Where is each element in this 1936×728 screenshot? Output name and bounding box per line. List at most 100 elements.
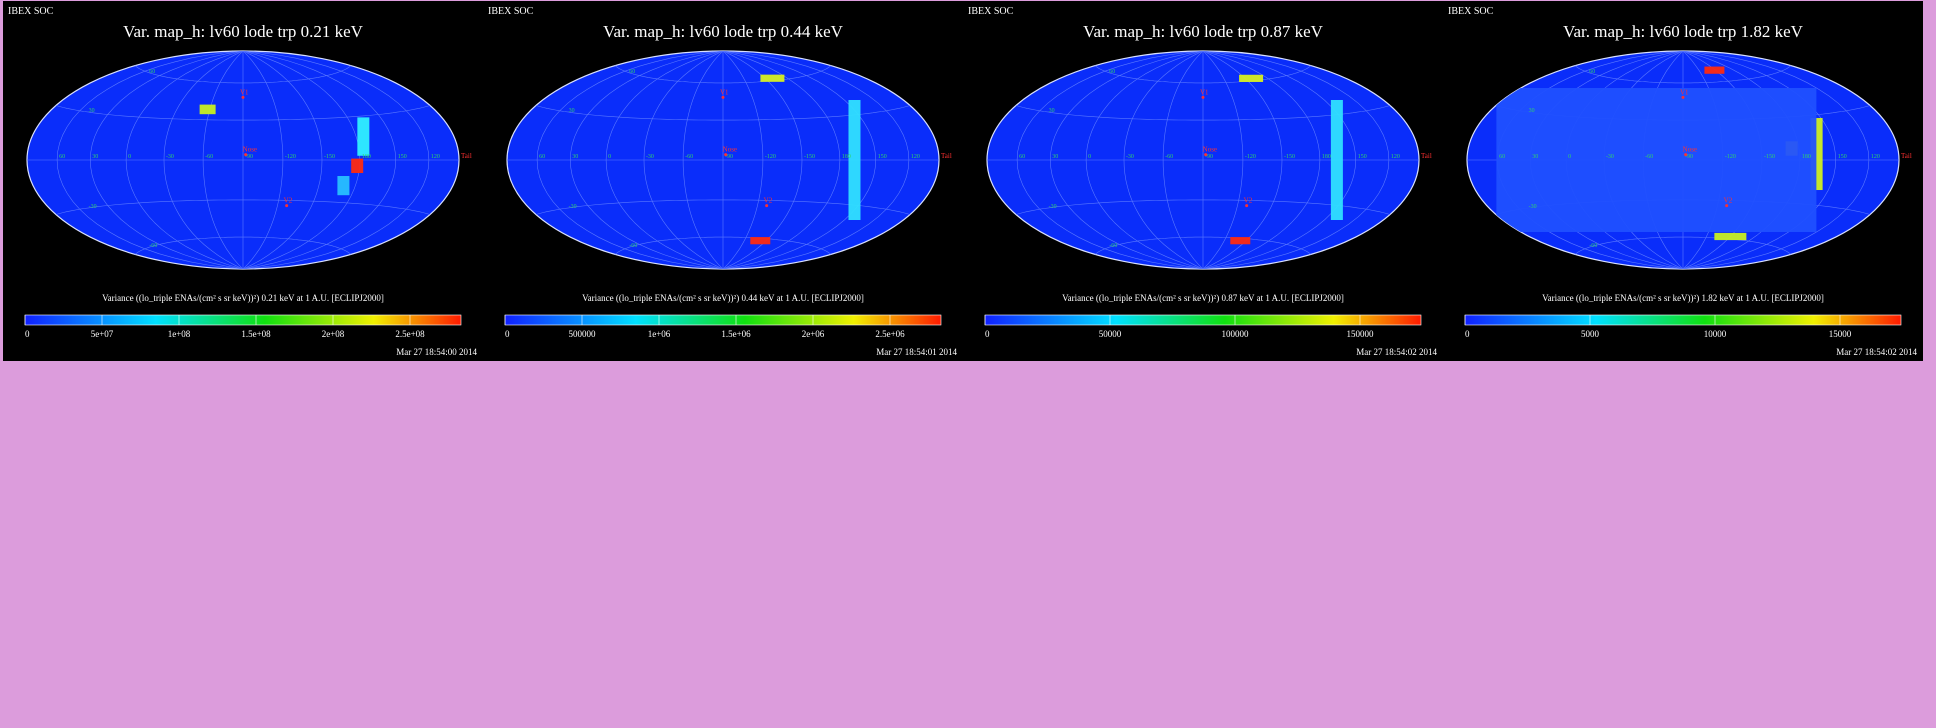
v1-marker <box>241 95 245 99</box>
colorbar-title: Variance ((lo_triple ENAs/(cm² s sr keV)… <box>102 293 384 303</box>
latitude-label: -60 <box>1589 243 1597 249</box>
longitude-label: -120 <box>1245 154 1256 160</box>
longitude-label: -30 <box>1126 154 1134 160</box>
longitude-label: 150 <box>878 154 887 160</box>
longitude-label: 120 <box>1871 154 1880 160</box>
ibex-soc-tag: IBEX SOC <box>968 6 1014 17</box>
longitude-label: -60 <box>1645 154 1653 160</box>
longitude-label: -90 <box>1685 154 1693 160</box>
longitude-label: -150 <box>1284 154 1295 160</box>
longitude-label: 180 <box>1322 154 1331 160</box>
map-title: Var. map_h: lv60 lode trp 1.82 keV <box>1563 22 1804 41</box>
v1-marker <box>721 95 725 99</box>
timestamp: Mar 27 18:54:01 2014 <box>876 347 957 357</box>
data-patch <box>1239 74 1264 82</box>
latitude-label: -30 <box>1529 204 1537 210</box>
latitude-label: 60 <box>629 69 635 75</box>
graticule <box>987 51 1419 269</box>
latitude-label: 30 <box>89 108 95 114</box>
colorbar <box>504 314 942 326</box>
colorbar <box>984 314 1422 326</box>
longitude-label: -60 <box>1165 154 1173 160</box>
longitude-label: 60 <box>1499 154 1505 160</box>
nose-label: Nose <box>723 146 737 154</box>
longitude-label: -90 <box>725 154 733 160</box>
map-title: Var. map_h: lv60 lode trp 0.87 keV <box>1083 22 1324 41</box>
sky-map-svg: IBEX SOC Var. map_h: lv60 lode trp 0.87 k… <box>968 6 1437 357</box>
v2-label: V2 <box>764 197 773 205</box>
longitude-label: -150 <box>324 154 335 160</box>
nose-label: Nose <box>1683 146 1697 154</box>
tail-label: Tail <box>1901 152 1912 160</box>
longitude-label: 60 <box>539 154 545 160</box>
colorbar-tick-label: 2.5e+08 <box>395 329 425 339</box>
parallel-line <box>55 199 431 215</box>
longitude-label: 30 <box>572 154 578 160</box>
nose-marker <box>724 153 728 157</box>
v2-marker <box>1725 204 1729 208</box>
sky-map-panel: IBEX SOC Var. map_h: lv60 lode trp 0.21 k… <box>3 1 483 361</box>
colorbar-tick-label: 0 <box>985 329 990 339</box>
longitude-label: -150 <box>1764 154 1775 160</box>
data-patch <box>1704 66 1725 74</box>
v1-label: V1 <box>1680 88 1689 96</box>
colorbar-tick-label: 2.5e+06 <box>875 329 905 339</box>
data-patch <box>1714 232 1747 241</box>
data-patch <box>848 100 861 220</box>
colorbar-tick-label: 150000 <box>1347 329 1375 339</box>
parallel-line <box>1574 236 1792 255</box>
longitude-label: -60 <box>685 154 693 160</box>
graticule <box>507 51 939 269</box>
v2-marker <box>1245 204 1249 208</box>
longitude-label: 60 <box>1019 154 1025 160</box>
v1-label: V1 <box>1200 88 1209 96</box>
v2-label: V2 <box>1724 197 1733 205</box>
sky-map-svg: IBEX SOC Var. map_h: lv60 lode trp 1.82 k… <box>1448 6 1917 357</box>
sky-map-svg: IBEX SOC Var. map_h: lv60 lode trp 0.21 k… <box>8 6 477 357</box>
parallel-line <box>134 236 352 255</box>
longitude-label: -30 <box>1606 154 1614 160</box>
longitude-label: 180 <box>1802 154 1811 160</box>
parallel-line <box>55 105 431 121</box>
longitude-label: -90 <box>1205 154 1213 160</box>
latitude-label: 30 <box>1049 108 1055 114</box>
parallel-line <box>134 65 352 84</box>
longitude-label: -30 <box>646 154 654 160</box>
longitude-label: -150 <box>804 154 815 160</box>
latitude-label: 30 <box>569 108 575 114</box>
colorbar-tick-label: 1e+06 <box>648 329 671 339</box>
v2-label: V2 <box>284 197 293 205</box>
sky-map-svg: IBEX SOC Var. map_h: lv60 lode trp 0.44 k… <box>488 6 957 357</box>
colorbar-tick-label: 1.5e+08 <box>241 329 271 339</box>
longitude-label: 0 <box>608 154 611 160</box>
longitude-label: -90 <box>245 154 253 160</box>
longitude-label: 120 <box>1391 154 1400 160</box>
timestamp: Mar 27 18:54:02 2014 <box>1836 347 1917 357</box>
colorbar <box>1464 314 1902 326</box>
sky-map-panel: IBEX SOC Var. map_h: lv60 lode trp 0.44 k… <box>483 1 963 361</box>
longitude-label: 150 <box>398 154 407 160</box>
longitude-label: 30 <box>1532 154 1538 160</box>
data-patch <box>750 237 771 245</box>
colorbar-title: Variance ((lo_triple ENAs/(cm² s sr keV)… <box>582 293 864 303</box>
v2-label: V2 <box>1244 197 1253 205</box>
longitude-label: 180 <box>362 154 371 160</box>
longitude-label: -60 <box>205 154 213 160</box>
map-title: Var. map_h: lv60 lode trp 0.44 keV <box>603 22 844 41</box>
longitude-label: 150 <box>1358 154 1367 160</box>
colorbar-tick-label: 500000 <box>569 329 597 339</box>
sky-map-panel: IBEX SOC Var. map_h: lv60 lode trp 1.82 k… <box>1443 1 1923 361</box>
latitude-label: 60 <box>1589 69 1595 75</box>
nose-marker <box>244 153 248 157</box>
longitude-label: 150 <box>1838 154 1847 160</box>
ibex-soc-tag: IBEX SOC <box>488 6 534 17</box>
latitude-label: -30 <box>569 204 577 210</box>
longitude-label: 0 <box>128 154 131 160</box>
data-patch <box>1230 237 1251 245</box>
colorbar-title: Variance ((lo_triple ENAs/(cm² s sr keV)… <box>1062 293 1344 303</box>
data-patch <box>357 117 370 156</box>
v2-marker <box>285 204 289 208</box>
colorbar-tick-label: 0 <box>1465 329 1470 339</box>
colorbar-tick-label: 15000 <box>1829 329 1852 339</box>
data-patch <box>337 176 350 196</box>
